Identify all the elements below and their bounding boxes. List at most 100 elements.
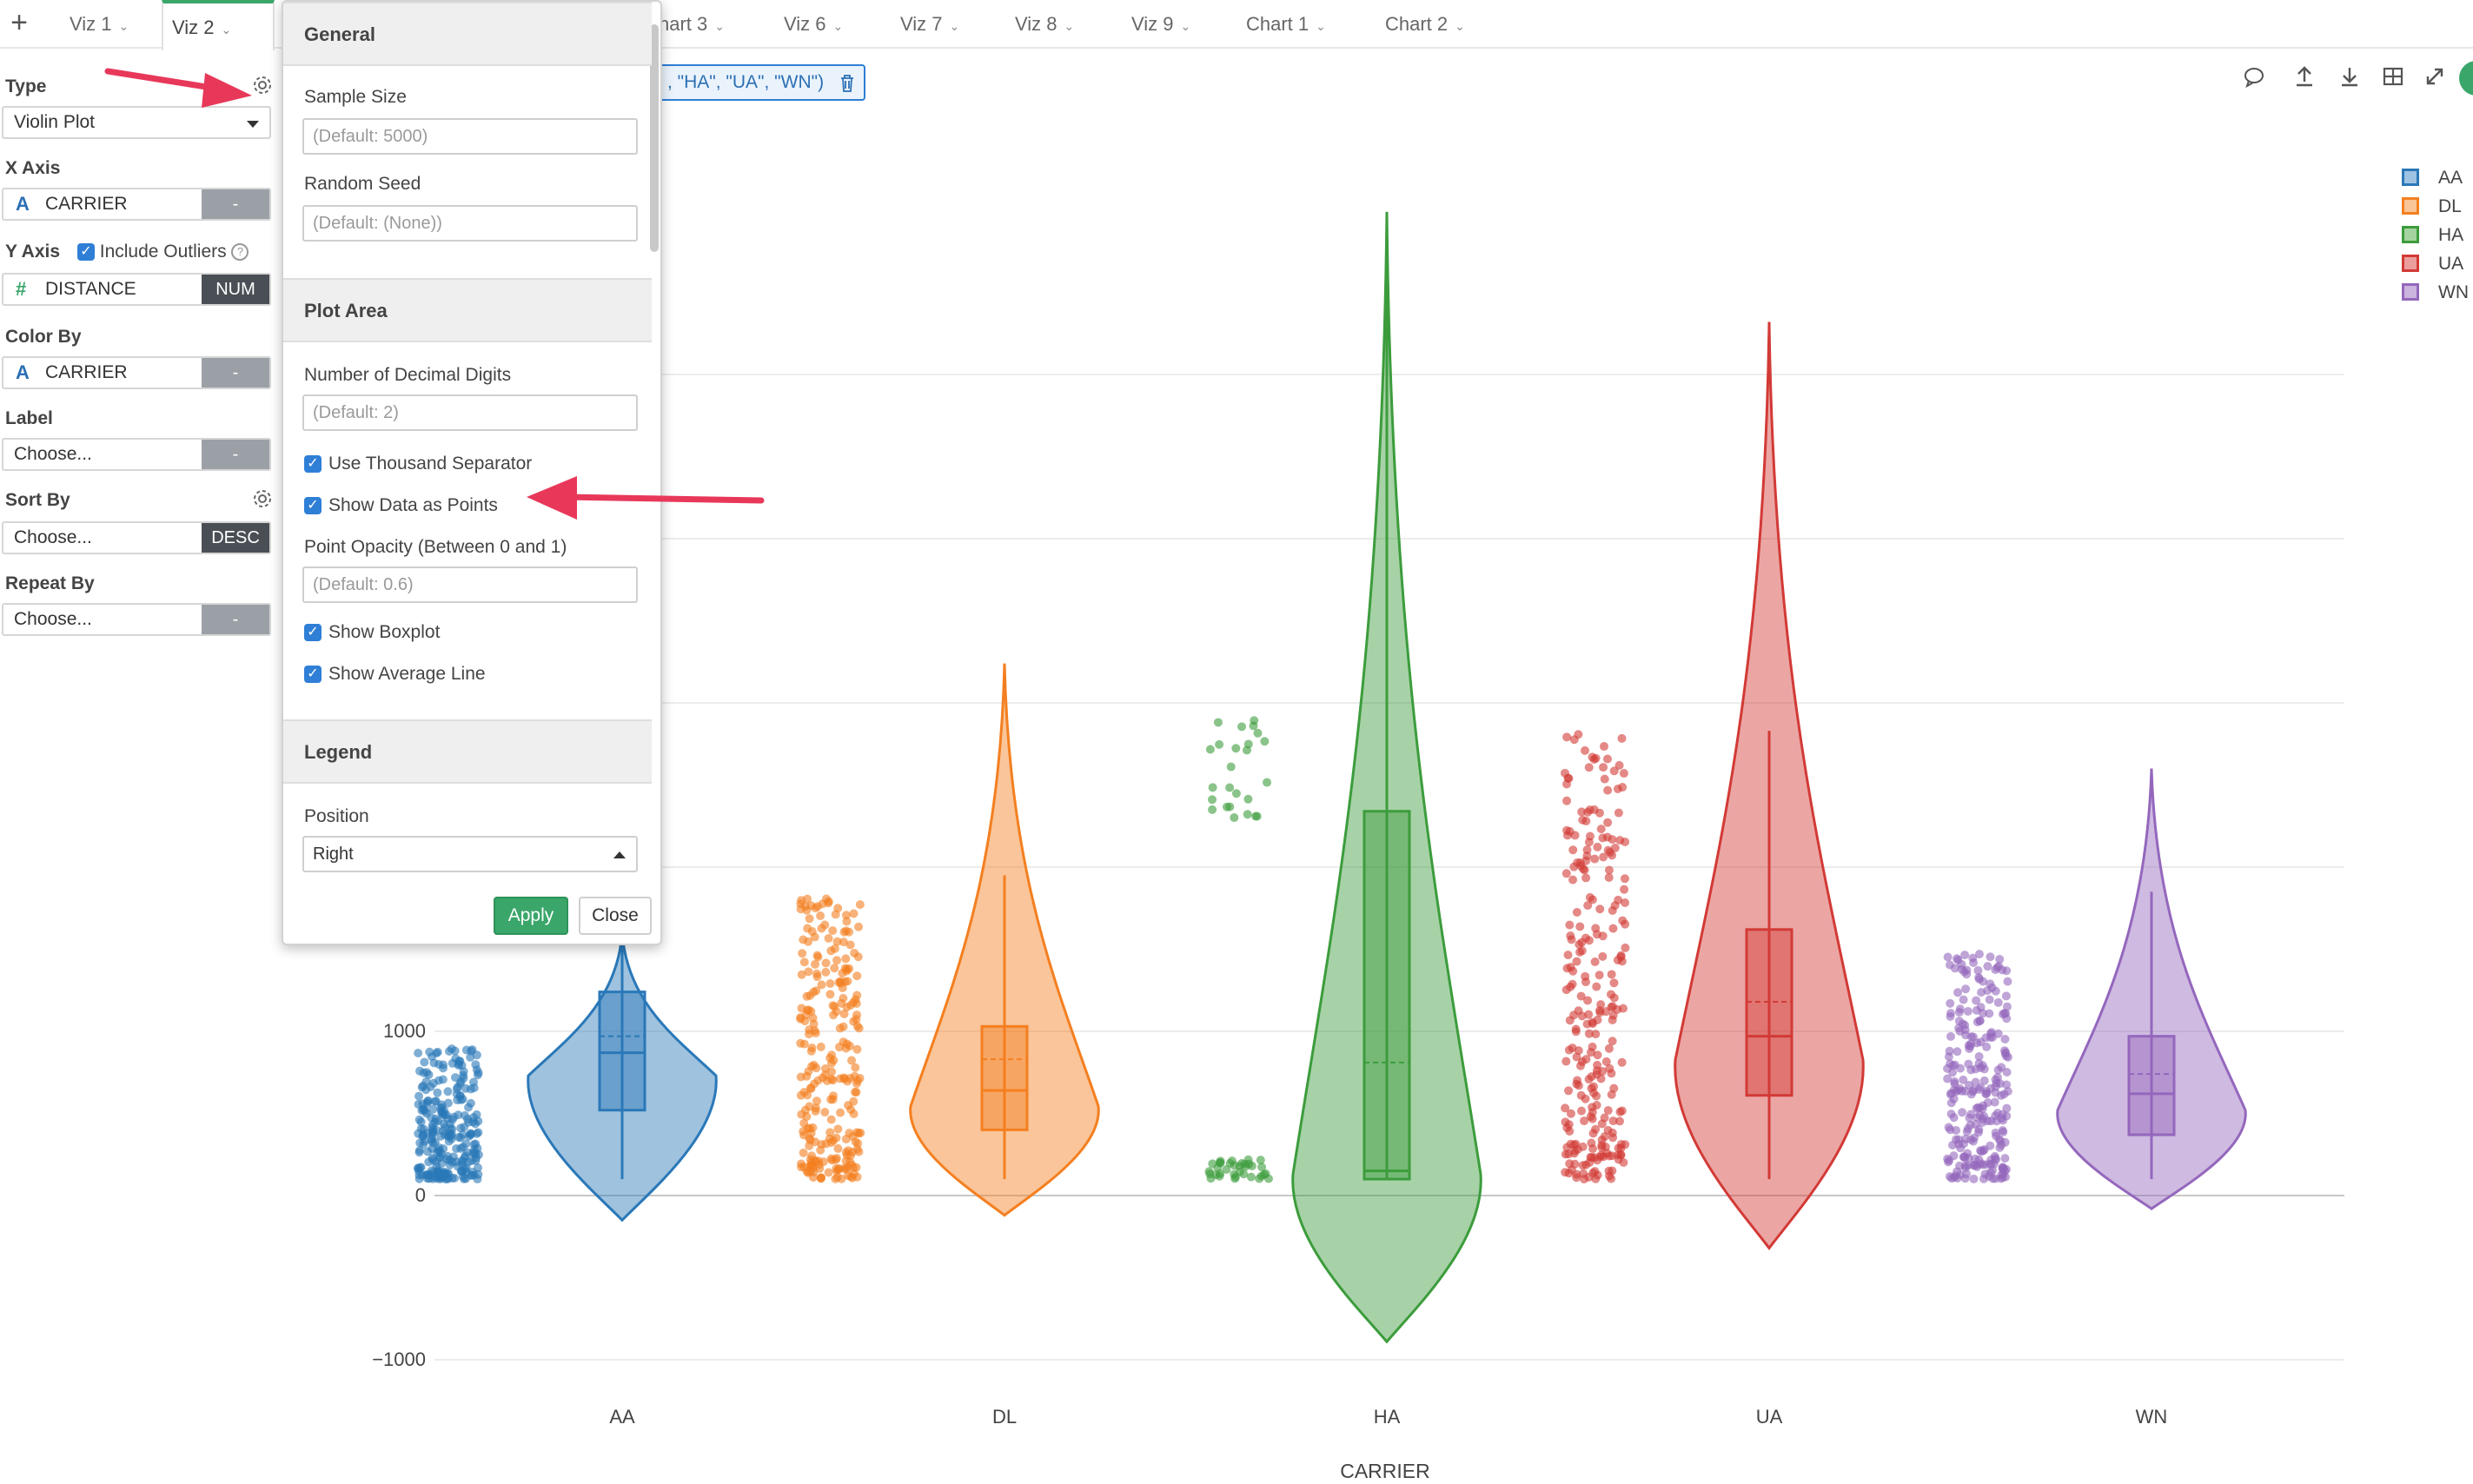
point-wn	[1960, 951, 1970, 960]
point-wn	[1966, 1039, 1976, 1049]
thousand-separator-checkbox[interactable]: ✓	[304, 455, 322, 474]
point-ua	[1584, 936, 1594, 945]
point-dl	[825, 979, 835, 989]
tab-chart-3[interactable]: hart 3 ⌄	[650, 0, 733, 49]
avatar[interactable]	[2459, 61, 2473, 96]
point-ua	[1580, 1175, 1589, 1184]
tab-viz-6[interactable]: Viz 6 ⌄	[775, 0, 852, 49]
point-ua	[1585, 892, 1595, 902]
close-button[interactable]: Close	[579, 897, 652, 935]
gear-icon[interactable]	[252, 488, 273, 509]
chevron-down-icon: ⌄	[221, 23, 232, 36]
point-wn	[1990, 1151, 1999, 1161]
show-boxplot-option[interactable]: ✓ Show Boxplot	[304, 622, 440, 643]
include-outliers-checkbox[interactable]: ✓	[76, 243, 95, 262]
point-ua	[1566, 931, 1575, 940]
y-axis-field[interactable]: # DISTANCE NUM	[2, 273, 271, 306]
popover-scrollbar[interactable]	[650, 24, 659, 252]
point-wn	[1999, 1046, 2009, 1056]
point-ua	[1561, 1057, 1571, 1066]
point-dl	[805, 914, 814, 924]
point-ua	[1583, 807, 1593, 817]
upload-icon[interactable]	[2291, 64, 2318, 92]
comment-icon[interactable]	[2240, 64, 2268, 92]
legend-label: UA	[2438, 254, 2464, 274]
point-aa	[414, 1166, 423, 1176]
random-seed-input[interactable]: (Default: (None))	[302, 205, 638, 242]
point-dl	[841, 911, 851, 920]
point-dl	[842, 917, 852, 926]
show-points-option[interactable]: ✓ Show Data as Points	[304, 495, 498, 516]
point-aa	[433, 1148, 442, 1157]
point-aa	[432, 1049, 441, 1058]
show-boxplot-checkbox[interactable]: ✓	[304, 624, 322, 642]
point-ha	[1205, 745, 1215, 754]
point-ua	[1568, 845, 1578, 855]
expand-icon[interactable]	[2421, 64, 2449, 92]
point-dl	[836, 978, 845, 988]
show-average-option[interactable]: ✓ Show Average Line	[304, 664, 486, 685]
point-dl	[854, 922, 864, 931]
point-dl	[833, 1164, 843, 1174]
thousand-separator-option[interactable]: ✓ Use Thousand Separator	[304, 454, 532, 474]
apply-button[interactable]: Apply	[494, 897, 568, 935]
trash-icon[interactable]	[839, 66, 855, 99]
point-dl	[812, 1096, 821, 1106]
label-field[interactable]: Choose... -	[2, 438, 271, 471]
chevron-down-icon: ⌄	[949, 19, 960, 33]
y-axis-badge[interactable]: NUM	[202, 275, 269, 304]
repeat-by-field[interactable]: Choose... -	[2, 603, 271, 636]
point-ua	[1600, 742, 1609, 752]
repeat-by-badge[interactable]: -	[202, 605, 269, 634]
show-average-checkbox[interactable]: ✓	[304, 666, 322, 684]
point-ua	[1575, 922, 1585, 931]
chart-settings-popover: General Sample Size (Default: 5000) Rand…	[282, 0, 662, 945]
decimal-digits-input[interactable]: (Default: 2)	[302, 394, 638, 431]
point-ua	[1593, 1050, 1602, 1060]
point-dl	[845, 940, 855, 950]
general-section-header: General	[283, 2, 652, 66]
help-icon[interactable]: ?	[231, 243, 249, 262]
point-wn	[1944, 1052, 1953, 1062]
sort-by-field[interactable]: Choose... DESC	[2, 521, 271, 554]
point-opacity-input[interactable]: (Default: 0.6)	[302, 566, 638, 603]
show-points-checkbox[interactable]: ✓	[304, 497, 322, 515]
tab-viz-9[interactable]: Viz 9 ⌄	[1123, 0, 1199, 49]
point-wn	[1953, 988, 1963, 997]
tab-viz-7[interactable]: Viz 7 ⌄	[892, 0, 968, 49]
point-wn	[1953, 1174, 1962, 1183]
sort-order-badge[interactable]: DESC	[202, 523, 269, 553]
point-ua	[1561, 1103, 1570, 1113]
point-aa	[456, 1133, 466, 1143]
add-tab-button[interactable]: +	[10, 6, 28, 39]
point-aa	[469, 1148, 479, 1157]
point-wn	[1993, 997, 2003, 1007]
point-aa	[473, 1070, 482, 1080]
point-wn	[2003, 977, 2012, 986]
color-by-field[interactable]: A CARRIER -	[2, 356, 271, 389]
x-axis-badge[interactable]: -	[202, 189, 269, 219]
tab-chart-2[interactable]: Chart 2 ⌄	[1376, 0, 1474, 49]
point-dl	[852, 971, 862, 981]
point-ua	[1580, 865, 1589, 875]
color-by-badge[interactable]: -	[202, 358, 269, 388]
sample-size-input[interactable]: (Default: 5000)	[302, 118, 638, 155]
tab-viz-2[interactable]: Viz 2 ⌄	[162, 0, 275, 50]
x-axis-field[interactable]: A CARRIER -	[2, 188, 271, 221]
tab-viz-8[interactable]: Viz 8 ⌄	[1006, 0, 1083, 49]
chart-type-select[interactable]: Violin Plot	[2, 106, 271, 139]
point-wn	[1999, 1090, 2009, 1099]
tab-viz-1[interactable]: Viz 1 ⌄	[61, 0, 137, 49]
download-icon[interactable]	[2336, 64, 2364, 92]
legend-position-select[interactable]: Right	[302, 836, 638, 872]
grid-icon[interactable]	[2379, 64, 2407, 92]
gear-icon[interactable]	[252, 75, 273, 96]
point-wn	[1990, 1097, 1999, 1107]
point-dl	[852, 1044, 862, 1054]
tab-label: hart 3	[659, 13, 708, 35]
filter-chip[interactable]: , "HA", "UA", "WN")	[657, 64, 866, 101]
label-badge[interactable]: -	[202, 440, 269, 469]
point-ua	[1614, 760, 1624, 770]
tab-chart-1[interactable]: Chart 1 ⌄	[1237, 0, 1335, 49]
